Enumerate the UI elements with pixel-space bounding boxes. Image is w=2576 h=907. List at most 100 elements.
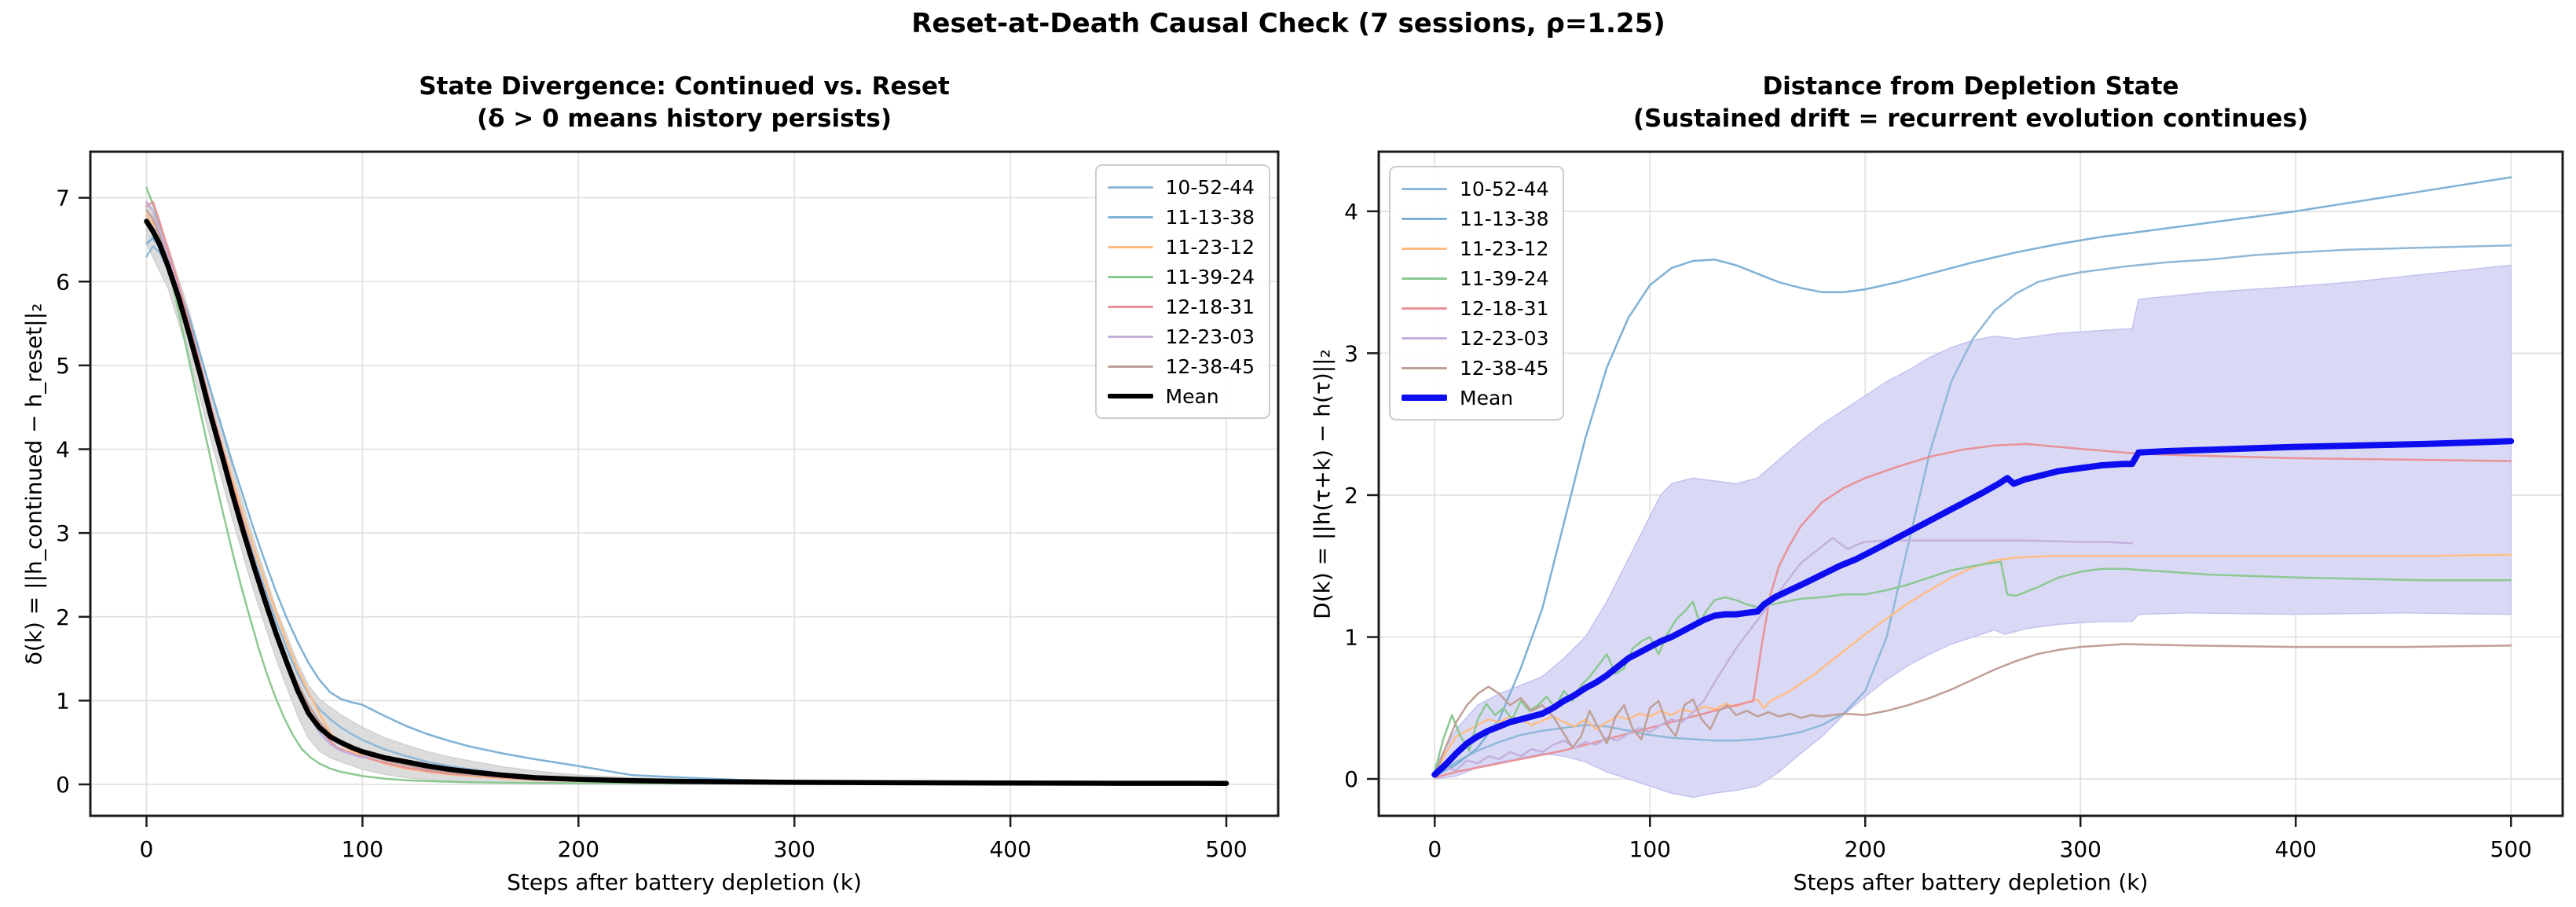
legend-label: 12-18-31 (1460, 296, 1549, 320)
distance-from-depletion-std-band (1434, 264, 2512, 799)
legend-line-swatch (1107, 393, 1153, 399)
legend-label: 10-52-44 (1460, 177, 1549, 200)
x-tick-label: 0 (1427, 836, 1442, 862)
series-line-11-23-12 (1433, 553, 2512, 776)
legend-line-swatch (1107, 365, 1153, 368)
y-tick-label: 5 (56, 353, 70, 379)
legend-label: 10-52-44 (1165, 175, 1255, 199)
right-plot-legend: 10-52-44 11-13-38 11-23-12 11-39-24 12-18-31… (1389, 166, 1565, 420)
legend-line-swatch (1107, 245, 1153, 248)
y-tick-label: 0 (1344, 766, 1358, 792)
right-plot-xlabel: Steps after battery depletion (k) (1793, 869, 2149, 895)
legend-row-12-18-31: 12-18-31 (1107, 292, 1255, 321)
series-line-mean (1431, 438, 2515, 778)
y-tick-label: 1 (56, 688, 70, 714)
legend-row-12-18-31: 12-18-31 (1402, 293, 1548, 323)
x-tick-label: 300 (2060, 836, 2101, 862)
legend-line-swatch (1402, 307, 1447, 310)
legend-label: 11-13-38 (1165, 205, 1255, 229)
legend-row-11-23-12: 11-23-12 (1107, 232, 1255, 262)
x-tick-label: 0 (140, 836, 154, 862)
legend-row-12-38-45: 12-38-45 (1107, 351, 1255, 381)
right-plot-title: Distance from Depletion State (Sustained… (1633, 71, 2308, 135)
series-line-12-18-31 (1433, 442, 2512, 779)
figure-title: Reset-at-Death Causal Check (7 sessions,… (911, 8, 1665, 39)
left-plot-title: State Divergence: Continued vs. Reset (δ… (419, 71, 950, 135)
x-tick-label: 200 (558, 836, 599, 862)
state-divergence-std-band (145, 201, 1227, 785)
legend-label: 11-23-12 (1460, 237, 1549, 260)
legend-row-11-39-24: 11-39-24 (1402, 263, 1548, 293)
legend-line-swatch (1107, 335, 1153, 338)
legend-line-swatch (1107, 275, 1153, 278)
legend-line-swatch (1107, 215, 1153, 218)
legend-row-10-52-44: 10-52-44 (1107, 172, 1255, 202)
legend-line-swatch (1402, 247, 1447, 250)
legend-label: 11-13-38 (1460, 207, 1549, 230)
legend-line-swatch (1402, 277, 1447, 280)
left-plot-legend: 10-52-44 11-13-38 11-23-12 11-39-24 12-18-31… (1094, 164, 1270, 419)
left-plot-title-line2: (δ > 0 means history persists) (477, 105, 892, 133)
series-line-11-39-24 (1433, 560, 2512, 773)
left-plot-xlabel: Steps after battery depletion (k) (507, 869, 862, 895)
legend-line-swatch (1402, 217, 1447, 220)
legend-row-11-13-38: 11-13-38 (1402, 204, 1548, 233)
legend-label: 12-38-45 (1460, 356, 1549, 380)
series-line-12-38-45 (1433, 643, 2512, 776)
legend-row-mean: Mean (1402, 383, 1548, 413)
x-tick-label: 100 (1629, 836, 1671, 862)
legend-row-11-39-24: 11-39-24 (1107, 262, 1255, 292)
x-tick-label: 300 (773, 836, 815, 862)
distance-from-depletion-spines (1377, 150, 2564, 817)
series-line-11-39-24 (145, 186, 1228, 785)
legend-line-swatch (1402, 366, 1447, 369)
legend-label: 11-39-24 (1165, 265, 1255, 288)
legend-label: 12-38-45 (1165, 354, 1255, 378)
legend-label: 11-39-24 (1460, 266, 1549, 290)
x-tick-label: 200 (1845, 836, 1886, 862)
series-line-11-13-38 (145, 237, 1228, 784)
left-plot-title-line1: State Divergence: Continued vs. Reset (419, 72, 950, 101)
legend-label: 12-23-03 (1165, 325, 1255, 348)
x-tick-label: 400 (989, 836, 1031, 862)
legend-row-mean: Mean (1107, 381, 1255, 411)
distance-from-depletion-axes: 0 100 200 300 400 500 0 1 2 3 4 (1344, 150, 2564, 862)
legend-line-swatch (1402, 395, 1447, 401)
y-tick-label: 2 (56, 604, 70, 630)
right-plot-title-line1: Distance from Depletion State (1762, 72, 2179, 101)
legend-row-12-38-45: 12-38-45 (1402, 353, 1548, 383)
legend-row-10-52-44: 10-52-44 (1402, 174, 1548, 204)
series-line-11-13-38 (1433, 176, 2512, 777)
legend-label: 11-23-12 (1165, 235, 1255, 259)
state-divergence-spines (89, 150, 1280, 817)
legend-label: 12-18-31 (1165, 295, 1255, 318)
legend-line-swatch (1402, 187, 1447, 190)
x-tick-label: 400 (2275, 836, 2317, 862)
series-line-mean (144, 218, 1229, 786)
legend-line-swatch (1402, 336, 1447, 340)
y-tick-label: 3 (56, 520, 70, 546)
distance-from-depletion-plot-area (1431, 176, 2515, 799)
x-tick-label: 500 (1205, 836, 1247, 862)
series-line-12-23-03 (1433, 536, 2134, 777)
legend-line-swatch (1107, 185, 1153, 189)
legend-row-12-23-03: 12-23-03 (1107, 321, 1255, 351)
y-tick-label: 7 (56, 185, 70, 211)
y-tick-label: 0 (56, 772, 70, 798)
legend-label: 12-23-03 (1460, 326, 1549, 350)
y-tick-label: 4 (56, 437, 70, 463)
y-tick-label: 3 (1344, 340, 1358, 366)
right-plot-title-line2: (Sustained drift = recurrent evolution c… (1632, 105, 2309, 133)
legend-row-11-13-38: 11-13-38 (1107, 202, 1255, 232)
legend-label: Mean (1460, 386, 1514, 409)
x-tick-label: 500 (2490, 836, 2532, 862)
y-tick-label: 4 (1344, 199, 1358, 225)
legend-row-11-23-12: 11-23-12 (1402, 233, 1548, 263)
y-tick-label: 2 (1344, 483, 1358, 509)
y-tick-label: 6 (56, 269, 70, 295)
x-tick-label: 100 (342, 836, 383, 862)
legend-label: Mean (1165, 384, 1219, 408)
legend-row-12-23-03: 12-23-03 (1402, 323, 1548, 353)
